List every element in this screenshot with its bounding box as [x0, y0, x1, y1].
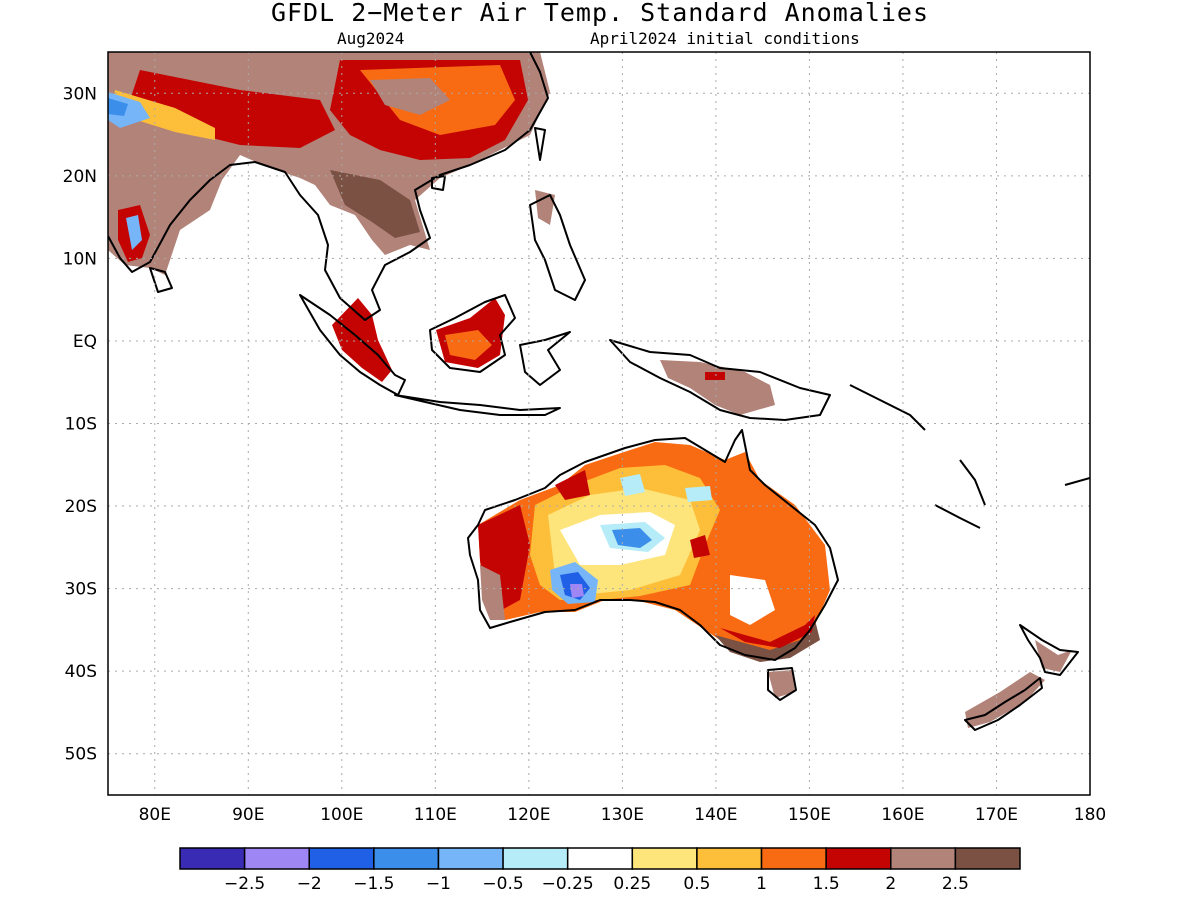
region-australia-southwest	[480, 565, 505, 620]
region-new-guinea-hot	[705, 372, 725, 380]
colorbar-swatch	[954, 847, 1021, 870]
coastline-new-zealand-north	[1019, 624, 1079, 676]
coastline-philippines	[529, 194, 586, 301]
coastline-taiwan	[534, 127, 546, 161]
region-australia-southeast	[715, 620, 820, 662]
anomaly-field	[108, 52, 1090, 731]
colorbar-swatch	[373, 847, 440, 870]
lat-tick-label: 30S	[65, 580, 97, 600]
lon-tick-label: 180	[1074, 805, 1106, 825]
region-new-zealand-north	[1035, 640, 1072, 672]
colorbar-swatch	[566, 847, 634, 870]
region-australia-central-red	[690, 535, 710, 558]
coastline-tasmania	[767, 667, 797, 701]
region-new-guinea	[660, 360, 775, 415]
lon-tick-label: 90E	[232, 805, 264, 825]
lat-tick-label: 30N	[63, 84, 97, 104]
lon-tick-label: 80E	[139, 805, 171, 825]
colorbar-swatch	[502, 847, 569, 870]
colorbar-label: −0.5	[482, 874, 523, 894]
initial-conditions-label: April2024 initial conditions	[590, 29, 860, 48]
region-australia-northwest-red	[555, 470, 590, 500]
region-china-core	[370, 78, 450, 115]
lat-tick-label: 10N	[63, 249, 97, 269]
lat-tick-label: 20S	[65, 497, 97, 517]
colorbar-swatch	[696, 847, 763, 870]
coastline-hainan	[431, 175, 446, 191]
region-india-cold	[108, 98, 128, 116]
colorbar-label: −0.25	[542, 874, 594, 894]
coastline-new-guinea	[609, 339, 831, 421]
forecast-month-label: Aug2024	[337, 29, 405, 48]
coastline-sri-lanka	[149, 267, 173, 293]
colorbar-swatch	[825, 847, 892, 870]
region-new-zealand-south	[965, 672, 1045, 728]
coastline-asia	[108, 52, 549, 321]
colorbar-label: −1	[426, 874, 451, 894]
colorbar-label: −2	[297, 874, 322, 894]
coastline-borneo	[429, 294, 516, 373]
lat-tick-label: EQ	[73, 332, 97, 352]
colorbar-label: 0.25	[613, 874, 651, 894]
lat-tick-label: 40S	[65, 662, 97, 682]
colorbar-swatch	[760, 847, 827, 870]
colorbar: −2.5 −2 −1.5 −1 −0.5 −0.25 0.25 0.5 1 1.5 2 2.5	[179, 847, 1021, 894]
colorbar-swatch	[890, 847, 957, 870]
map-frame	[107, 51, 1091, 796]
lon-tick-label: 170E	[975, 805, 1018, 825]
coastline-sumatra	[299, 294, 406, 396]
coastline-solomons	[849, 384, 926, 431]
lat-tick-label: 10S	[65, 415, 97, 435]
colorbar-swatch	[179, 847, 246, 870]
gridlines	[108, 52, 1090, 795]
lon-tick-label: 120E	[507, 805, 550, 825]
region-australia-north-cool	[620, 474, 645, 496]
map-title: GFDL 2−Meter Air Temp. Standard Anomalie…	[270, 0, 930, 27]
region-india-cool	[108, 92, 150, 128]
coastline-fiji	[1064, 477, 1090, 486]
colorbar-label: −2.5	[224, 874, 265, 894]
colorbar-label: 1	[756, 874, 767, 894]
coastline-java	[394, 394, 561, 416]
lon-tick-label: 130E	[601, 805, 644, 825]
region-indochina	[330, 170, 420, 238]
lat-tick-label: 50S	[65, 745, 97, 765]
lat-tick-label: 20N	[63, 167, 97, 187]
region-philippines	[535, 190, 555, 225]
coastline-new-caledonia	[934, 504, 981, 529]
colorbar-swatch	[243, 847, 310, 870]
lon-tick-label: 160E	[881, 805, 924, 825]
region-australia-coldest	[570, 584, 584, 598]
colorbar-swatch	[308, 847, 375, 870]
colorbar-swatch	[631, 847, 698, 870]
lon-tick-label: 140E	[694, 805, 737, 825]
region-australia-northeast-cool	[685, 486, 712, 502]
region-australia-southeast-red	[720, 615, 815, 648]
colorbar-swatch	[437, 847, 504, 870]
coastlines	[108, 52, 1090, 731]
lon-tick-label: 100E	[320, 805, 363, 825]
axis-ticks: 80E 90E 100E 110E 120E 130E 140E 150E 160E 170E 18…	[63, 84, 1107, 825]
region-himalaya-warm	[130, 70, 335, 148]
region-india-southwest-cool	[126, 215, 142, 250]
region-tasmania	[768, 670, 795, 698]
colorbar-label: 2.5	[942, 874, 969, 894]
coastline-sulawesi	[519, 331, 571, 386]
lon-tick-label: 110E	[414, 805, 457, 825]
coastline-new-zealand-south	[964, 677, 1043, 731]
colorbar-label: −1.5	[353, 874, 394, 894]
region-australia-east-neutral	[730, 575, 775, 625]
colorbar-label: 0.5	[683, 874, 710, 894]
colorbar-label: 2	[885, 874, 896, 894]
coastline-vanuatu	[959, 459, 986, 506]
colorbar-label: 1.5	[813, 874, 840, 894]
lon-tick-label: 150E	[788, 805, 831, 825]
region-borneo-hot	[445, 330, 492, 360]
coastline-australia	[467, 429, 839, 661]
